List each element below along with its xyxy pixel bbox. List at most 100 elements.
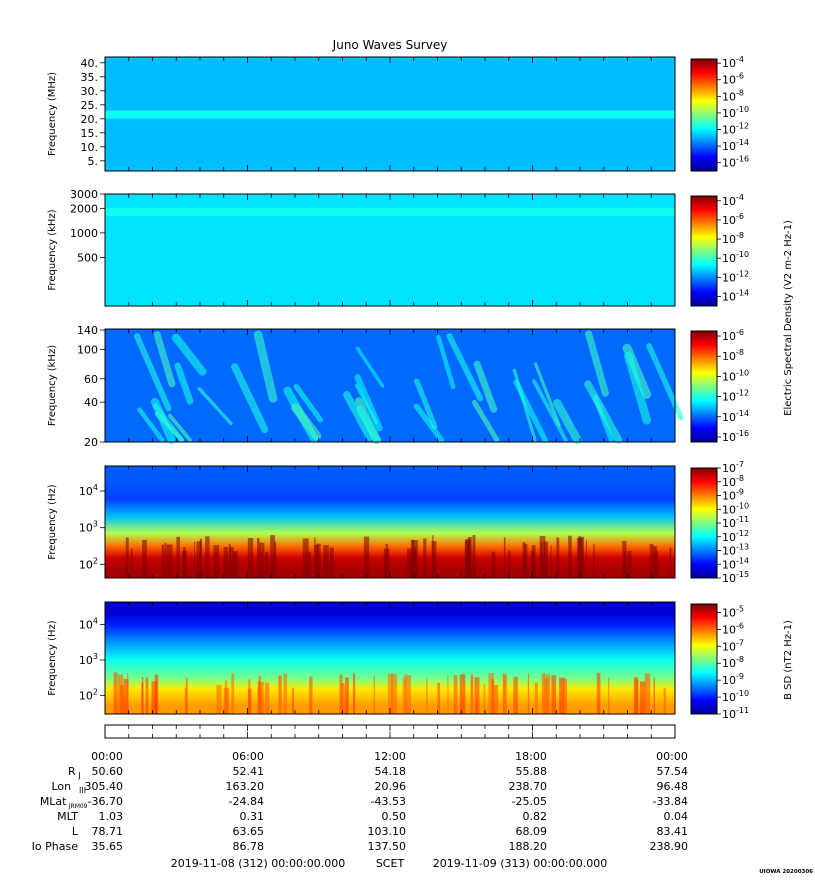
spectrogram-streak [550, 545, 552, 578]
spectrogram-streak [539, 535, 546, 578]
emission-streak [293, 383, 323, 423]
ephemeris-row-subscript: III [79, 786, 86, 795]
spectrogram-streak [608, 677, 610, 714]
time-label: 12:00 [374, 750, 406, 763]
spectrogram-streak [259, 542, 265, 578]
y-tick-label: 3000 [70, 188, 98, 201]
spectrogram-streak [341, 683, 345, 714]
spectrogram-streak [308, 551, 311, 578]
y-tick-label: 103 [79, 652, 98, 667]
spectrogram-streak [183, 547, 186, 578]
colorbar-tick-label: 10-5 [722, 604, 744, 619]
emission-streak [154, 411, 184, 443]
spectrogram-streak [508, 550, 511, 578]
colorbar-label-magnetic: B SD (nT2 Hz-1) [783, 620, 794, 700]
spectrogram-streak [316, 543, 321, 578]
spectrogram-streak [248, 679, 251, 714]
spectrogram-streak [459, 674, 466, 714]
emission-streak [174, 362, 194, 405]
ephemeris-row-label: Lon [51, 780, 71, 793]
spectrogram-streak [464, 540, 471, 578]
emission-streak [167, 413, 192, 442]
spectrogram-streak [145, 677, 149, 714]
ephemeris-row-label: MLT [57, 810, 78, 823]
spectrogram-streak [256, 538, 260, 578]
spectrogram-streak [232, 551, 239, 578]
scet-label: SCET [376, 857, 405, 870]
colorbar-tick-label: 10-14 [722, 556, 749, 571]
panel-4: 104 103 102 Frequency (Hz) 10-710-810-910-10… [47, 460, 749, 585]
y-tick-label: 35. [81, 71, 99, 84]
panel-3: 140 100 60 40 20 Frequency (kHz) 10-6 10-8 10-10… [47, 324, 749, 449]
y-tick-label: 1000 [70, 227, 98, 240]
colorbar-tick-label: 10-9 [722, 672, 744, 687]
colorbar-tick-label: 10-7 [722, 638, 744, 653]
y-tick-label: 500 [77, 251, 98, 264]
y-tick-label: 40. [81, 57, 99, 70]
emission-streak [414, 378, 438, 430]
y-tick-label: 104 [79, 617, 98, 632]
colorbar [690, 603, 718, 715]
spectrogram-streak [513, 676, 518, 714]
spectrogram-streak [391, 673, 398, 714]
spectrogram-streak [545, 674, 551, 714]
colorbar-tick-label: 10-16 [722, 429, 749, 444]
spectrogram-streak [524, 544, 528, 578]
spectrogram-streak [154, 674, 159, 714]
spectrogram-streak [663, 688, 666, 714]
ephemeris-value: 54.18 [375, 765, 407, 778]
spectrogram-streak [534, 682, 538, 714]
spectrogram-streak [431, 541, 437, 578]
spectrogram-streak [453, 675, 458, 714]
colorbar [690, 330, 718, 443]
spectrogram-streak [502, 673, 505, 714]
spectrogram-streak [166, 544, 173, 578]
ephemeris-value: 86.78 [233, 840, 265, 853]
spectrogram-streak [142, 539, 147, 578]
spectrogram-streak [623, 551, 626, 578]
spectrogram-streak [257, 681, 264, 714]
ephemeris-row-label: L [72, 825, 79, 838]
spectrogram-streak [470, 674, 474, 714]
spectrogram-streak [568, 535, 572, 578]
y-tick-label: 102 [79, 687, 98, 702]
spectrogram-streak [224, 680, 228, 714]
spectrogram-streak [543, 541, 548, 578]
colorbar-tick-label: 10-6 [722, 328, 744, 343]
spectrogram-streak [387, 673, 393, 714]
colorbar-tick-label: 10-15 [722, 570, 749, 585]
spectrogram-streak [323, 545, 329, 578]
spectrogram-streak [123, 678, 129, 714]
spectrogram-streak [314, 537, 316, 578]
spectrogram-streak [559, 677, 565, 714]
ephemeris-value: 68.09 [516, 825, 548, 838]
emission-streak [646, 343, 684, 421]
spectrogram-streak [474, 677, 480, 714]
y-tick-label: 40 [84, 396, 98, 409]
emission-streak [624, 351, 651, 425]
emission-streak [553, 399, 582, 445]
spectrogram-streak [410, 539, 415, 578]
y-tick-label: 102 [79, 556, 98, 571]
y-axis-label: Frequency (MHz) [47, 72, 58, 156]
ephemeris-value: 188.20 [509, 840, 548, 853]
spectrogram-streak [503, 675, 508, 714]
colorbar-tick-label: 10-11 [722, 515, 749, 530]
y-axis-label: Frequency (kHz) [47, 209, 58, 290]
y-tick-label: 5. [88, 155, 99, 168]
spectrogram-streak [414, 547, 417, 578]
ephemeris-value: -25.05 [512, 795, 547, 808]
spectrogram-streak [491, 679, 495, 714]
emission-streak [446, 333, 484, 402]
colorbar-tick-label: 10-13 [722, 543, 749, 558]
spectrogram-streak [402, 677, 406, 714]
y-tick-label: 30. [81, 85, 99, 98]
spectrogram-streak [161, 544, 165, 578]
colorbar-tick-label: 10-8 [722, 655, 744, 670]
emission-band [105, 208, 675, 217]
spectrogram-streak [130, 548, 133, 578]
y-tick-label: 140 [77, 324, 98, 337]
colorbar-tick-label: 10-12 [722, 269, 749, 284]
